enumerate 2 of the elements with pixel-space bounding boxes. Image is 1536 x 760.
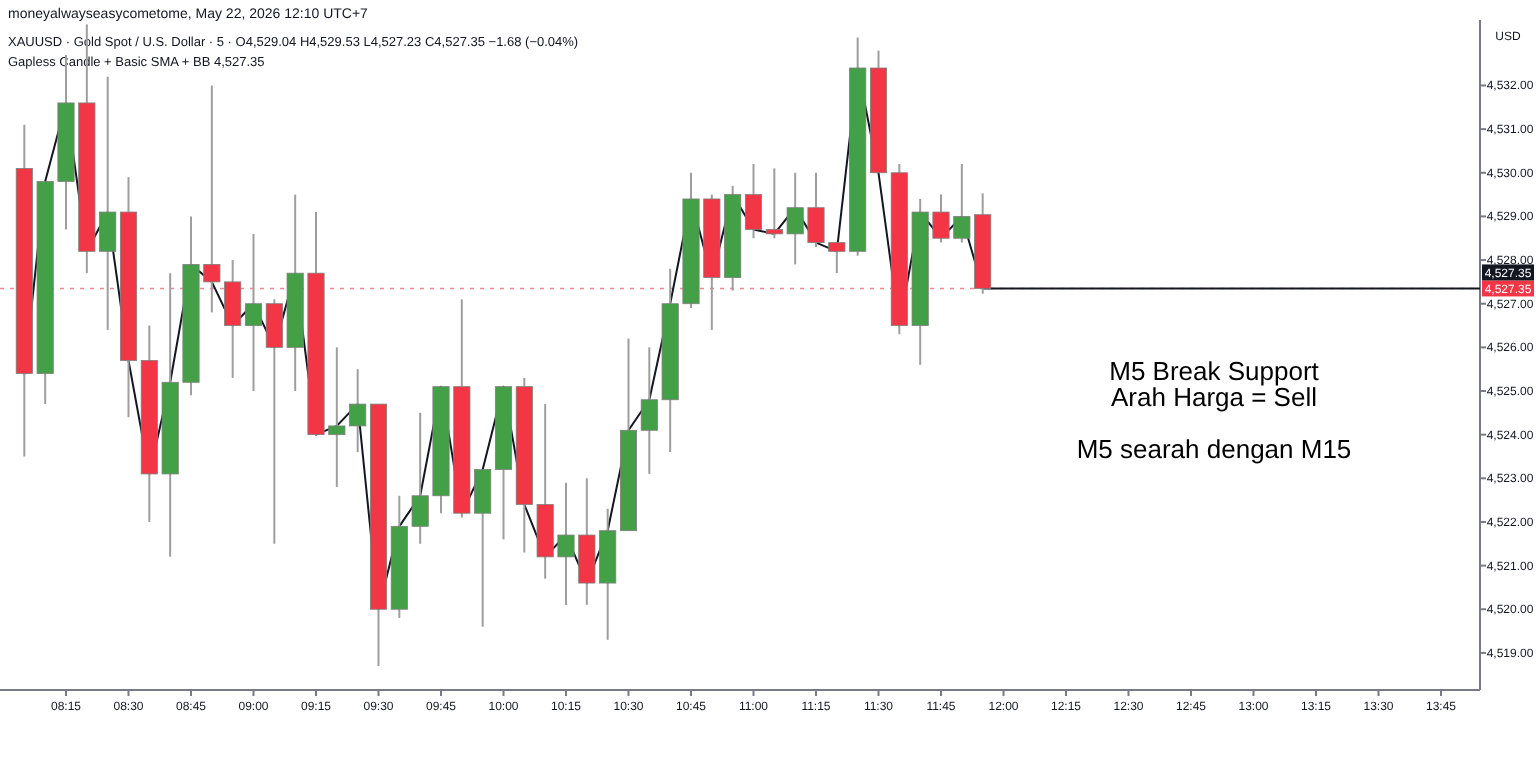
annotation: M5 Break Support xyxy=(1109,356,1320,386)
annotation: M5 searah dengan M15 xyxy=(1076,434,1352,464)
